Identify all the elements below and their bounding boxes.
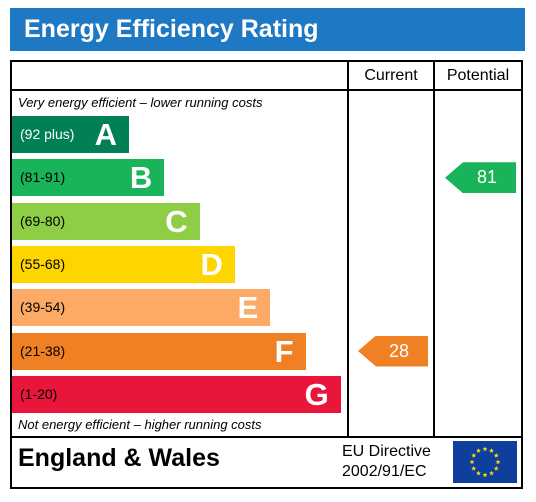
current-column-divider [347,60,349,438]
eu-star-icon [495,459,501,465]
header-divider [10,89,523,91]
eu-star-icon [471,465,477,471]
inefficient-note: Not energy efficient – higher running co… [18,417,262,432]
band-range-label: (39-54) [20,299,66,316]
potential-column-divider [433,60,435,438]
efficient-note: Very energy efficient – lower running co… [18,95,263,110]
eu-star-icon [489,448,494,453]
eu-star-icon [469,459,475,465]
band-range-label: (69-80) [20,212,66,229]
band-b: (81-91) B [12,159,165,197]
directive-line-2: 2002/91/EC [342,463,427,480]
band-range-label: (92 plus) [20,126,75,142]
current-rating-arrow-value: 28 [388,340,409,361]
band-letter: E [237,290,259,326]
eu-star-icon [482,472,488,478]
eu-flag-icon [453,441,517,483]
region-label: England & Wales [18,444,220,472]
band-d: (55-68) D [12,245,235,283]
band-range-label: (1-20) [20,385,58,402]
band-letter: F [274,333,294,369]
page-title: Energy Efficiency Rating [10,8,525,51]
band-f: (21-38) F [12,332,306,370]
band-range-label: (21-38) [20,342,66,359]
band-letter: D [200,246,223,282]
potential-rating-arrow-value: 81 [476,167,497,188]
band-letter: C [165,203,188,239]
footer-divider [10,436,523,438]
eu-star-icon [493,452,499,458]
potential-column-header: Potential [446,67,510,84]
band-range-label: (55-68) [20,255,66,272]
eu-directive-label: EU Directive 2002/91/EC [342,442,431,482]
eu-star-icon [493,465,499,471]
eu-star-icon [482,446,488,452]
band-letter: B [129,160,153,196]
band-g: (1-20) G [12,375,341,413]
eu-star-icon [476,448,481,453]
current-column-header: Current [364,67,418,84]
eu-star-icon [489,470,494,476]
rating-table-frame [10,60,523,489]
eu-star-icon [476,470,481,476]
band-letter: G [304,376,329,412]
band-range-label: (81-91) [20,169,66,186]
band-letter: A [94,117,117,152]
band-a: (92 plus) A [12,116,129,153]
directive-line-1: EU Directive [342,443,431,460]
eu-star-icon [471,452,477,458]
band-e: (39-54) E [12,289,271,327]
band-c: (69-80) C [12,202,200,240]
